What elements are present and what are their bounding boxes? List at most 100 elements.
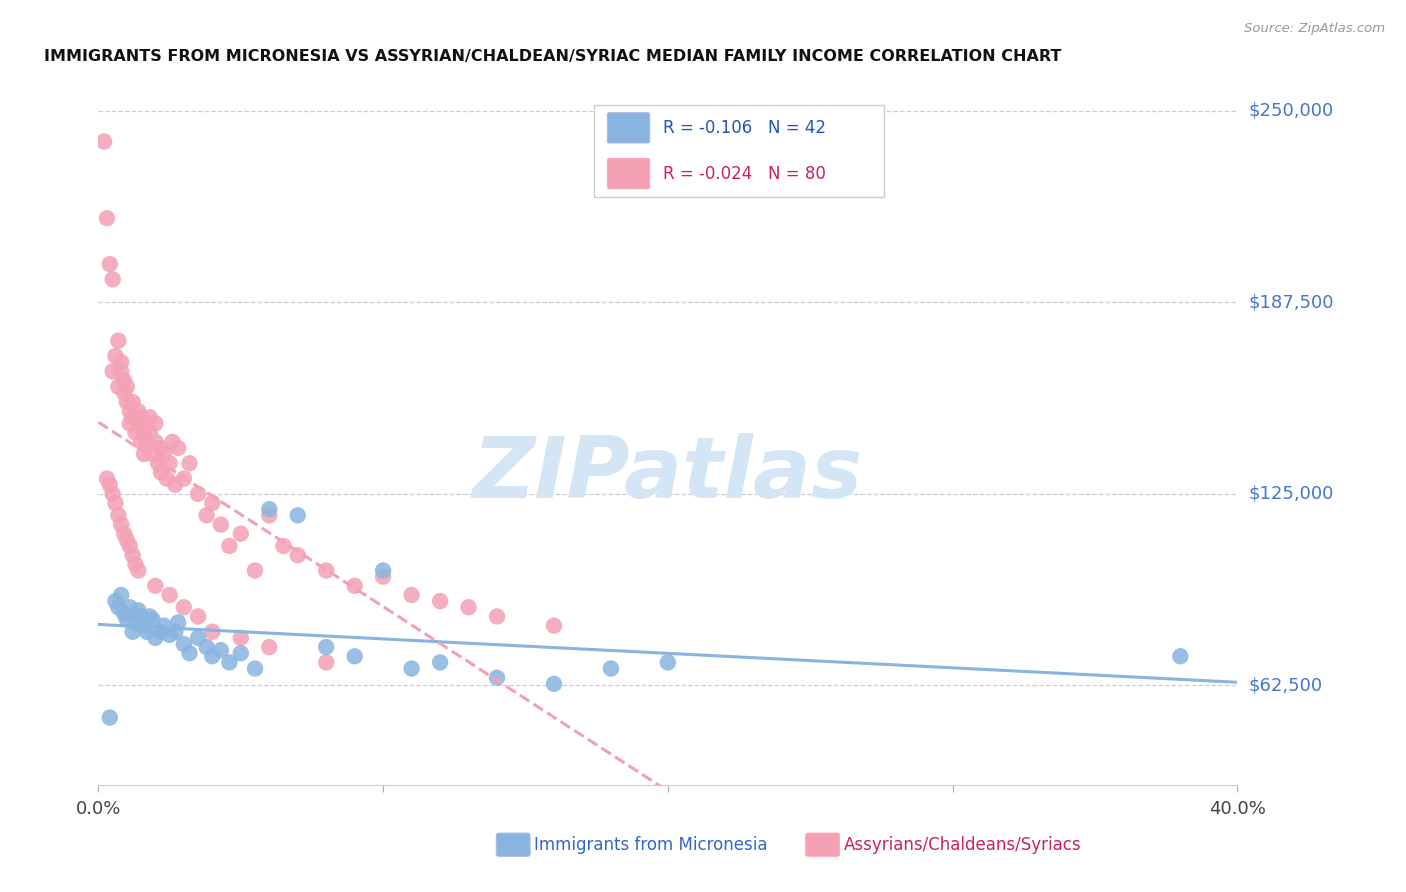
Point (101, 272, 124, 286)
Point (115, 533, 138, 547)
Point (315, 656, 337, 670)
Point (165, 624, 187, 639)
Point (96, 472, 118, 486)
Point (287, 548, 309, 562)
Point (429, 594, 451, 608)
Point (156, 472, 179, 486)
Text: ZIPatlas: ZIPatlas (472, 434, 863, 516)
Point (138, 609, 160, 624)
Point (93, 135, 115, 149)
Point (141, 447, 163, 461)
Point (118, 539, 141, 553)
Point (187, 609, 209, 624)
Point (162, 434, 184, 449)
Point (187, 487, 209, 501)
Point (115, 613, 138, 627)
Point (124, 558, 146, 572)
Point (259, 508, 281, 523)
Point (101, 487, 124, 501)
Point (104, 349, 127, 363)
Point (138, 410, 160, 425)
Point (107, 379, 129, 393)
Point (127, 564, 149, 578)
Point (273, 539, 295, 553)
Point (129, 410, 152, 425)
Point (127, 417, 149, 431)
Point (132, 447, 155, 461)
Text: Source: ZipAtlas.com: Source: ZipAtlas.com (1244, 22, 1385, 36)
Point (129, 434, 152, 449)
Point (167, 615, 190, 630)
Point (110, 588, 132, 602)
Text: Immigrants from Micronesia: Immigrants from Micronesia (534, 836, 768, 854)
Point (118, 417, 141, 431)
Point (201, 624, 224, 639)
Point (259, 640, 281, 654)
Point (104, 496, 127, 510)
Point (98, 477, 121, 491)
Text: $62,500: $62,500 (1249, 676, 1323, 694)
Point (173, 637, 195, 651)
Point (201, 649, 224, 664)
Point (401, 661, 423, 675)
Point (96, 211, 118, 226)
Point (243, 661, 266, 675)
Point (229, 646, 252, 660)
Point (115, 395, 138, 409)
Point (150, 441, 173, 455)
Point (429, 656, 451, 670)
Text: IMMIGRANTS FROM MICRONESIA VS ASSYRIAN/CHALDEAN/SYRIAC MEDIAN FAMILY INCOME CORR: IMMIGRANTS FROM MICRONESIA VS ASSYRIAN/C… (44, 49, 1062, 64)
Point (132, 425, 155, 440)
FancyBboxPatch shape (607, 159, 650, 189)
Point (115, 379, 138, 393)
Point (150, 466, 173, 480)
Point (107, 508, 129, 523)
Point (243, 564, 266, 578)
Point (600, 661, 623, 675)
Point (373, 569, 395, 583)
Point (145, 631, 167, 645)
Point (315, 640, 337, 654)
Point (104, 594, 127, 608)
Point (159, 628, 181, 642)
Point (98, 710, 121, 724)
Point (187, 631, 209, 645)
Point (112, 526, 135, 541)
Point (138, 425, 160, 440)
Point (135, 624, 157, 639)
Point (543, 618, 565, 632)
Point (657, 656, 679, 670)
Point (165, 477, 187, 491)
Point (121, 395, 143, 409)
Point (209, 643, 232, 657)
FancyBboxPatch shape (593, 105, 884, 196)
Point (127, 404, 149, 418)
Point (148, 456, 170, 470)
Point (287, 508, 309, 523)
Point (107, 600, 129, 615)
Point (112, 385, 135, 400)
Point (121, 410, 143, 425)
Point (159, 456, 181, 470)
Point (112, 374, 135, 388)
Point (124, 615, 146, 630)
Point (127, 603, 149, 617)
Point (229, 631, 252, 645)
Point (1170, 649, 1192, 664)
Point (107, 334, 129, 348)
Point (121, 548, 143, 562)
Point (110, 517, 132, 532)
Point (129, 609, 152, 624)
Point (101, 364, 124, 378)
Point (179, 456, 201, 470)
Point (110, 364, 132, 378)
Point (543, 677, 565, 691)
Point (118, 404, 141, 418)
Point (457, 600, 479, 615)
Point (486, 609, 509, 624)
Point (259, 502, 281, 516)
Point (124, 425, 146, 440)
Point (167, 441, 190, 455)
Point (110, 355, 132, 369)
Point (201, 496, 224, 510)
